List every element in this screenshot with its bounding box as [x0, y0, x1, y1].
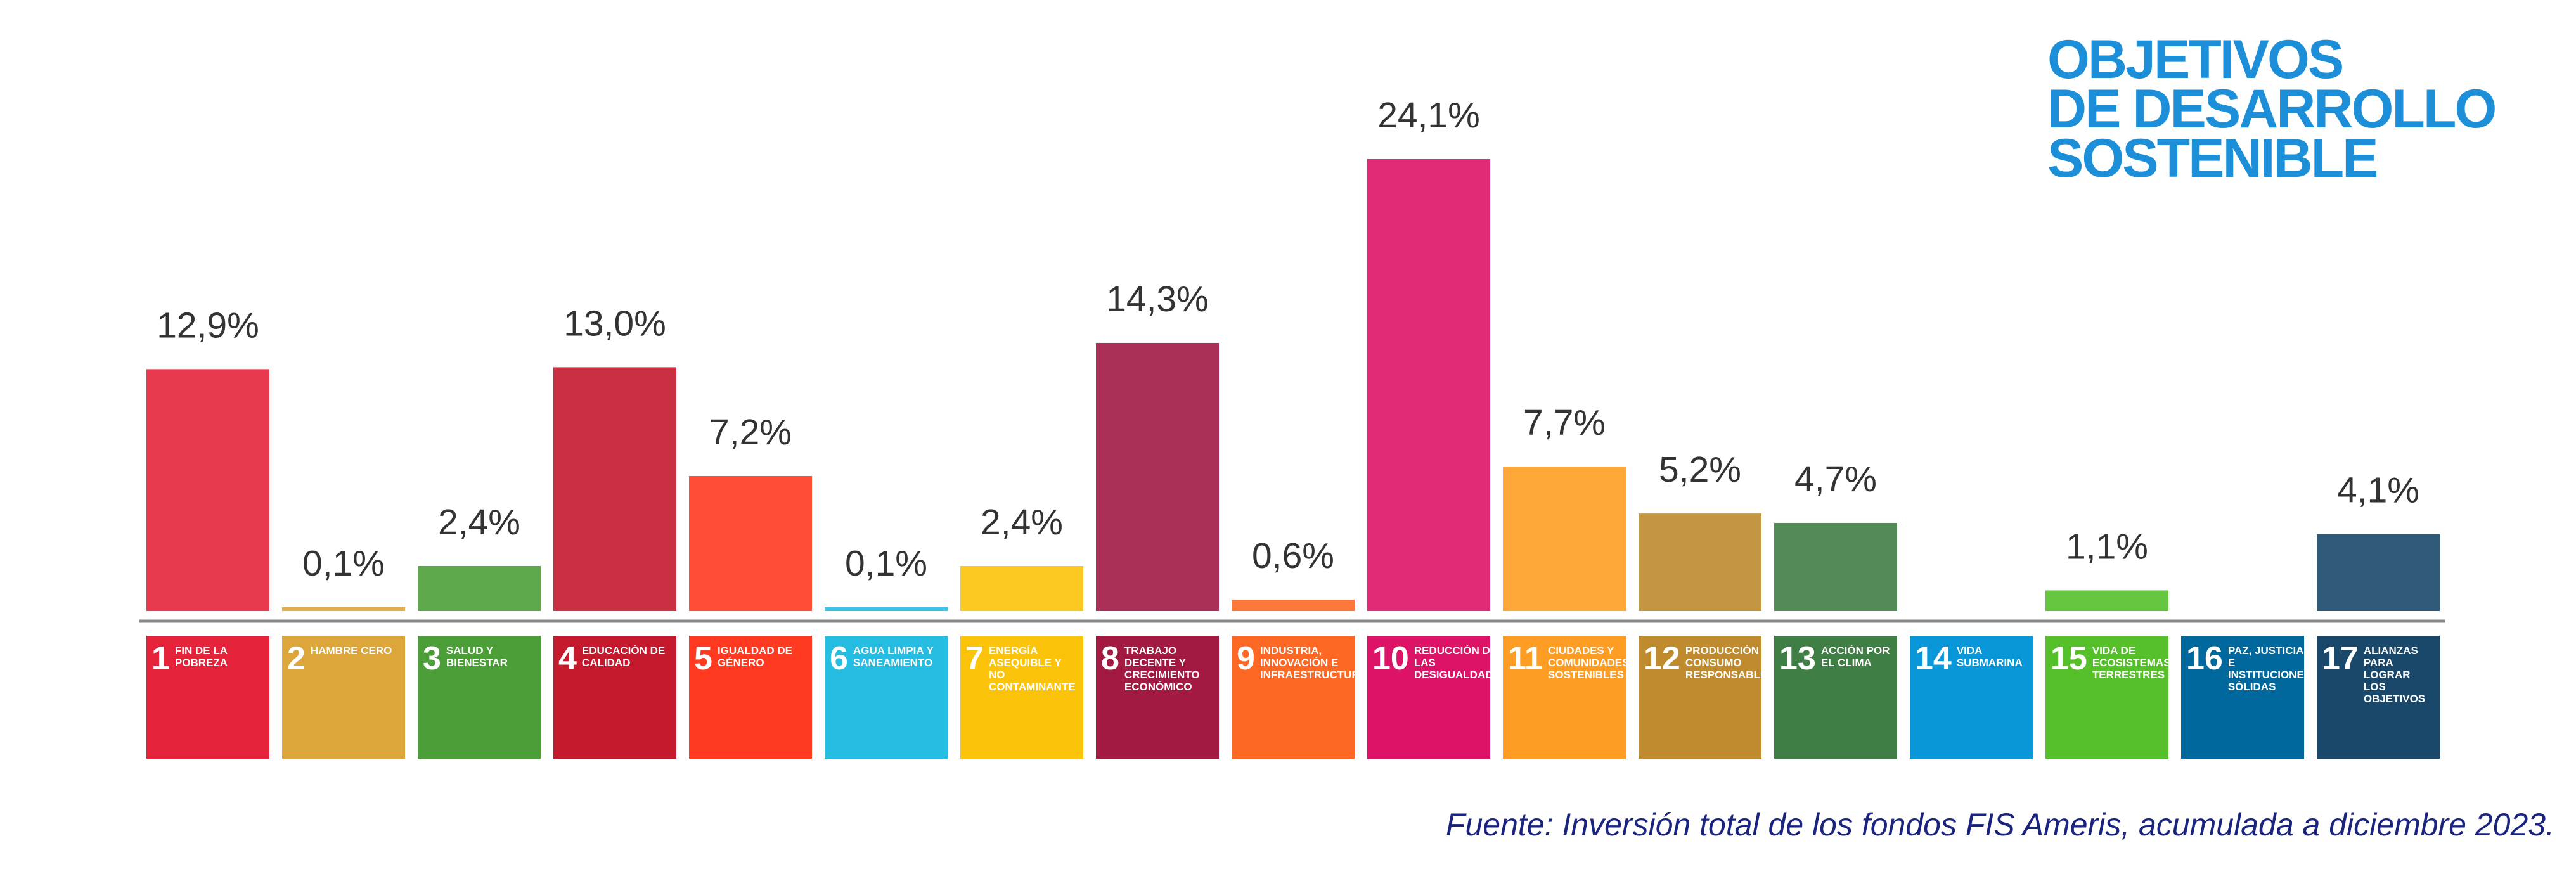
- value-label: 5,2%: [1659, 449, 1741, 490]
- goal-number: 15: [2051, 640, 2087, 677]
- bar: [2045, 590, 2168, 611]
- goal-number: 16: [2186, 640, 2223, 677]
- goal-number: 11: [1508, 640, 1543, 677]
- x-tick-label: ACCIÓN POR EL CLIMA: [1820, 645, 1890, 669]
- goal-tile: 16 PAZ, JUSTICIA E INSTITUCIONES SÓLIDAS: [2181, 636, 2311, 759]
- goal-number: 3: [423, 640, 441, 677]
- bar: [282, 607, 405, 611]
- goal-tile: 15 VIDA DE ECOSISTEMAS TERRESTRES: [2045, 636, 2171, 759]
- goal-tile: 13 ACCIÓN POR EL CLIMA: [1774, 636, 1897, 759]
- goal-tile: 10 REDUCCIÓN DE LAS DESIGUALDADES: [1367, 636, 1507, 759]
- value-label: 4,7%: [1794, 459, 1877, 499]
- value-label: 12,9%: [157, 305, 259, 345]
- goal-number: 2: [287, 640, 306, 677]
- goal-number: 7: [965, 640, 984, 677]
- x-tick-label: TRABAJO DECENTE Y CRECIMIENTO ECONÓMICO: [1124, 645, 1200, 693]
- bar: [825, 607, 948, 611]
- x-tick-label: HAMBRE CERO: [310, 645, 392, 657]
- bar: [1774, 522, 1897, 611]
- bar: [960, 565, 1083, 611]
- goal-tile: 12 PRODUCCIÓN Y CONSUMO RESPONSABLES: [1639, 636, 1775, 759]
- value-label: 1,1%: [2066, 526, 2148, 567]
- value-label: 0,1%: [845, 543, 927, 584]
- goal-number: 6: [830, 640, 848, 677]
- goal-number: 9: [1237, 640, 1255, 677]
- value-label: 7,2%: [709, 412, 792, 453]
- value-label: 0,6%: [1252, 536, 1334, 576]
- goal-number: 13: [1779, 640, 1816, 677]
- goal-tile: 2 HAMBRE CERO: [282, 636, 405, 759]
- goal-number: 12: [1644, 640, 1680, 677]
- value-label: 14,3%: [1106, 279, 1209, 319]
- goal-tile: 8 TRABAJO DECENTE Y CRECIMIENTO ECONÓMICO: [1096, 636, 1219, 759]
- bar: [146, 369, 269, 611]
- logo: OBJETIVOS DE DESARROLLO SOSTENIBLE: [2047, 29, 2497, 189]
- x-tick-label: ALIANZAS PARA LOGRAR LOS OBJETIVOS: [2363, 645, 2426, 705]
- bar: [1639, 513, 1761, 611]
- bar: [1232, 600, 1355, 611]
- value-label: 2,4%: [981, 502, 1063, 543]
- x-tick-label: VIDA DE ECOSISTEMAS TERRESTRES: [2092, 645, 2171, 681]
- value-label: 0,1%: [302, 543, 385, 584]
- value-label: 13,0%: [564, 303, 666, 344]
- goal-tile: 9 INDUSTRIA, INNOVACIÓN E INFRAESTRUCTURA: [1232, 636, 1367, 759]
- x-tick-label: IGUALDAD DE GÉNERO: [717, 645, 792, 669]
- goal-number: 5: [694, 640, 712, 677]
- value-label: 7,7%: [1523, 402, 1606, 443]
- goal-tile: 17 ALIANZAS PARA LOGRAR LOS OBJETIVOS: [2317, 636, 2440, 759]
- goal-tile: 7 ENERGÍA ASEQUIBLE Y NO CONTAMINANTE: [960, 636, 1083, 759]
- value-label: 24,1%: [1377, 95, 1480, 136]
- goal-number: 10: [1372, 640, 1409, 677]
- goal-number: 1: [151, 640, 170, 677]
- bar: [689, 475, 812, 611]
- goal-number: 17: [2322, 640, 2359, 677]
- goal-tile: 3 SALUD Y BIENESTAR: [418, 636, 541, 759]
- value-label: 2,4%: [438, 502, 520, 543]
- goal-tile: 5 IGUALDAD DE GÉNERO: [689, 636, 812, 759]
- logo-line: DE DESARROLLO: [2047, 79, 2497, 139]
- x-tick-label: CIUDADES Y COMUNIDADES SOSTENIBLES: [1547, 645, 1630, 681]
- x-tick-label: AGUA LIMPIA Y SANEAMIENTO: [853, 645, 934, 669]
- bar: [553, 367, 676, 611]
- x-tick-label: VIDA SUBMARINA: [1956, 645, 2023, 669]
- source: Fuente: Inversión total de los fondos FI…: [1445, 807, 2554, 842]
- bar: [2317, 534, 2440, 611]
- x-tick-label: EDUCACIÓN DE CALIDAD: [581, 645, 666, 669]
- goal-number: 14: [1915, 640, 1952, 677]
- bar: [1367, 159, 1490, 611]
- logo-line: OBJETIVOS: [2047, 29, 2344, 90]
- x-tick-label: INDUSTRIA, INNOVACIÓN E INFRAESTRUCTURA: [1259, 645, 1367, 681]
- x-tick-label: SALUD Y BIENESTAR: [446, 645, 508, 669]
- goal-tile: 6 AGUA LIMPIA Y SANEAMIENTO: [825, 636, 948, 759]
- goal-tile: 4 EDUCACIÓN DE CALIDAD: [553, 636, 676, 759]
- goal-tile: 11 CIUDADES Y COMUNIDADES SOSTENIBLES: [1503, 636, 1630, 759]
- x-tick-label: PAZ, JUSTICIA E INSTITUCIONES SÓLIDAS: [2227, 645, 2312, 693]
- bar: [1503, 467, 1626, 611]
- goal-tile: 14 VIDA SUBMARINA: [1910, 636, 2033, 759]
- bar: [1096, 342, 1219, 611]
- x-tick-label: FIN DE LA POBREZA: [174, 645, 228, 669]
- bar: [418, 565, 541, 611]
- x-tick-label: ENERGÍA ASEQUIBLE Y NO CONTAMINANTE: [988, 645, 1076, 693]
- goal-tile: 1 FIN DE LA POBREZA: [146, 636, 269, 759]
- goal-number: 4: [558, 640, 577, 677]
- goal-number: 8: [1101, 640, 1119, 677]
- x-tick-label: REDUCCIÓN DE LAS DESIGUALDADES: [1414, 645, 1508, 681]
- value-label: 4,1%: [2337, 470, 2419, 511]
- logo-line: SOSTENIBLE: [2047, 128, 2379, 189]
- x-tick-label: PRODUCCIÓN Y CONSUMO RESPONSABLES: [1685, 645, 1775, 681]
